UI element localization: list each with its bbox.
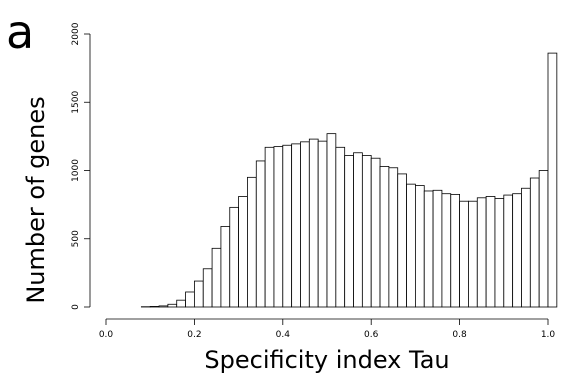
histogram-bar [476, 197, 487, 308]
panel-letter: a [6, 5, 34, 59]
histogram-bar [388, 167, 399, 308]
x-tick-label: 0.0 [99, 330, 114, 340]
y-tick-label: 2000 [71, 22, 81, 45]
histogram-bar [193, 280, 204, 308]
histogram-bar [149, 306, 160, 308]
histogram-bar [282, 144, 293, 308]
histogram-bar [326, 133, 337, 308]
histogram-bar [441, 193, 452, 308]
histogram-bar [370, 157, 381, 308]
histogram-bar [503, 194, 514, 308]
histogram-bar [317, 140, 328, 308]
histogram-bar [397, 173, 407, 308]
histogram-bar [468, 200, 478, 308]
y-axis-title: Number of genes [22, 96, 50, 303]
histogram-bar [220, 226, 231, 308]
x-ticks: 0.0 0.2 0.4 0.6 0.8 1.0 [99, 319, 556, 340]
histogram-bar [158, 305, 169, 308]
histogram-bar [432, 189, 443, 308]
histogram-bar [423, 190, 434, 308]
histogram-bar [529, 177, 540, 308]
histogram-bar [291, 143, 301, 308]
y-tick-label: 1000 [71, 159, 81, 182]
histogram-bar [459, 200, 469, 308]
x-tick-label: 0.2 [187, 330, 201, 340]
histogram-bar [344, 155, 354, 308]
histogram-bar [300, 141, 310, 308]
histogram-bar [450, 193, 461, 308]
histogram-bar [255, 160, 266, 308]
histogram-bar [361, 155, 372, 308]
histogram-bar [414, 185, 425, 308]
histogram-bar [512, 193, 522, 308]
histogram-bar [406, 183, 416, 308]
x-tick-label: 1.0 [541, 330, 556, 340]
histogram-bar [185, 291, 195, 308]
x-tick-label: 0.4 [276, 330, 291, 340]
x-axis-title: Specificity index Tau [204, 346, 449, 374]
histogram-bar [176, 299, 186, 308]
histogram-bar [167, 303, 178, 308]
histogram-bar [485, 196, 496, 308]
y-tick-label: 500 [71, 230, 81, 247]
x-tick-label: 0.8 [452, 330, 467, 340]
histogram-bar [202, 268, 213, 308]
histogram-bar [547, 52, 558, 308]
y-ticks: 0 500 1000 1500 2000 [71, 22, 90, 310]
histogram-bar [211, 247, 222, 308]
histogram-bar [247, 176, 257, 308]
histogram-bar [379, 166, 390, 308]
bars [140, 52, 558, 308]
y-tick-label: 1500 [71, 91, 81, 114]
histogram-bar [308, 138, 319, 308]
histogram-bar [229, 206, 239, 308]
histogram-bar [335, 146, 346, 308]
histogram-bar [264, 146, 275, 308]
y-tick-label: 0 [71, 304, 81, 310]
histogram-bar [494, 198, 505, 308]
histogram-bar [353, 152, 363, 308]
x-tick-label: 0.6 [364, 330, 379, 340]
histogram-bar [238, 196, 248, 308]
histogram-bar [273, 146, 284, 308]
histogram-bar [521, 187, 531, 308]
histogram-bar [538, 170, 549, 308]
